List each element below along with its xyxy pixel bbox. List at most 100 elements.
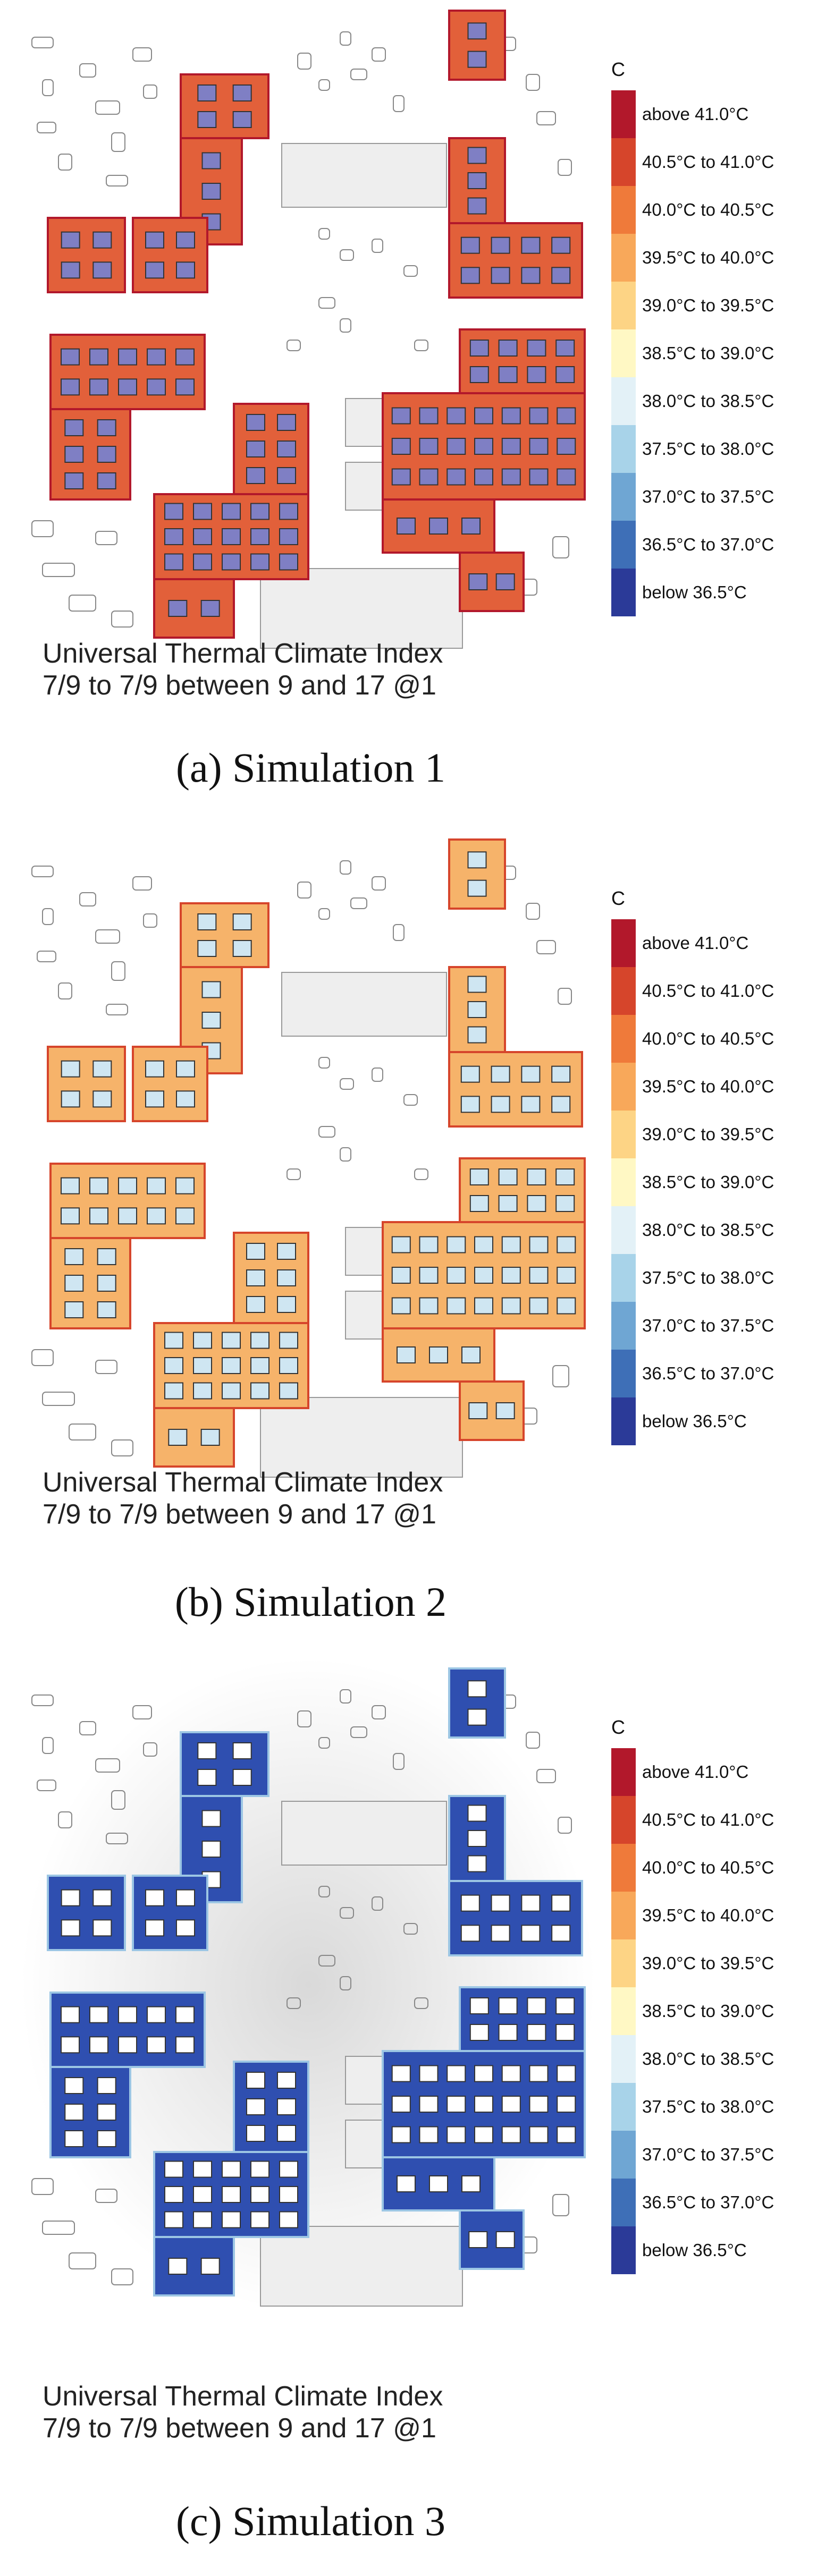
legend-label: below 36.5°C <box>642 582 747 602</box>
building-outline <box>536 111 556 125</box>
heat-block <box>459 1157 586 1223</box>
legend-label: 38.0°C to 38.5°C <box>642 391 774 411</box>
courtyard-cell <box>551 1096 571 1113</box>
courtyard-cell <box>501 2065 521 2082</box>
courtyard-cell <box>501 407 521 425</box>
courtyard-cell <box>61 261 80 279</box>
building-outline <box>297 882 311 899</box>
courtyard-cell <box>92 1889 112 1906</box>
courtyard-cell <box>61 1207 80 1225</box>
utci-map <box>31 838 586 1478</box>
heat-block <box>153 2236 235 2297</box>
courtyard-cell <box>175 2006 195 2023</box>
building-outline <box>552 536 569 558</box>
building-outline <box>37 122 56 133</box>
courtyard-cell <box>164 503 183 520</box>
courtyard-cell <box>118 1177 137 1194</box>
courtyard-cell <box>246 1243 265 1260</box>
plaza-building <box>260 568 463 649</box>
courtyard-cell <box>555 1997 575 2014</box>
courtyard-cell <box>222 1382 241 1400</box>
courtyard-cell <box>197 111 217 128</box>
courtyard-cell <box>147 2036 166 2054</box>
building-outline <box>350 69 367 80</box>
index-title-line-2: 7/9 to 7/9 between 9 and 17 @1 <box>43 670 436 701</box>
building-outline <box>143 1742 157 1757</box>
courtyard-cell <box>491 1925 510 1942</box>
index-title-line-1: Universal Thermal Climate Index <box>43 2381 443 2412</box>
legend-label: 39.0°C to 39.5°C <box>642 1953 774 1973</box>
building-outline <box>42 2221 75 2235</box>
heat-block <box>459 1986 586 2052</box>
building-outline <box>31 37 54 48</box>
courtyard-cell <box>64 1248 84 1265</box>
building-outline <box>143 913 157 928</box>
courtyard-cell <box>491 1065 510 1083</box>
courtyard-cell <box>474 2126 493 2143</box>
courtyard-cell <box>529 1267 549 1284</box>
courtyard-cell <box>277 2125 296 2142</box>
legend-swatch <box>611 1111 636 1158</box>
building-outline <box>31 520 54 537</box>
building-outline <box>31 1694 54 1706</box>
courtyard-cell <box>277 440 296 457</box>
courtyard-cell <box>168 600 188 617</box>
heat-block <box>47 1046 126 1122</box>
courtyard-cell <box>279 553 298 571</box>
legend-swatch <box>611 138 636 186</box>
courtyard-cell <box>391 1267 411 1284</box>
courtyard-cell <box>97 1275 116 1292</box>
courtyard-cell <box>557 438 576 455</box>
courtyard-cell <box>460 267 480 284</box>
legend-label: above 41.0°C <box>642 1762 749 1782</box>
legend-label: above 41.0°C <box>642 104 749 124</box>
building-outline <box>536 940 556 954</box>
building-outline <box>69 1423 96 1440</box>
courtyard-cell <box>557 407 576 425</box>
courtyard-cell <box>279 1357 298 1374</box>
building-outline <box>558 988 572 1005</box>
building-outline <box>318 1955 335 1967</box>
courtyard-cell <box>529 2065 549 2082</box>
building-outline <box>287 340 301 351</box>
plaza-building <box>345 1291 383 1340</box>
building-outline <box>95 100 120 115</box>
courtyard-cell <box>61 2036 80 2054</box>
courtyard-cell <box>246 440 265 457</box>
legend-unit: C <box>611 887 625 909</box>
legend-swatch <box>611 377 636 425</box>
courtyard-cell <box>61 348 80 366</box>
courtyard-cell <box>222 2160 241 2178</box>
legend-swatch <box>611 282 636 329</box>
courtyard-cell <box>200 2258 220 2275</box>
courtyard-cell <box>193 2211 212 2228</box>
courtyard-cell <box>164 528 183 545</box>
heat-block <box>448 1051 583 1128</box>
courtyard-cell <box>447 2065 466 2082</box>
courtyard-cell <box>145 1060 164 1078</box>
courtyard-cell <box>429 1346 448 1363</box>
courtyard-cell <box>147 2006 166 2023</box>
legend-swatch <box>611 186 636 234</box>
courtyard-cell <box>97 472 116 489</box>
heat-block <box>448 10 506 81</box>
courtyard-cell <box>419 438 439 455</box>
building-outline <box>558 159 572 176</box>
legend-swatch <box>611 329 636 377</box>
legend-label: 38.5°C to 39.0°C <box>642 343 774 363</box>
courtyard-cell <box>391 407 411 425</box>
legend-label: 39.0°C to 39.5°C <box>642 295 774 315</box>
building-outline <box>536 1769 556 1783</box>
courtyard-cell <box>277 414 296 431</box>
courtyard-cell <box>527 340 546 357</box>
courtyard-cell <box>529 2096 549 2113</box>
courtyard-cell <box>491 267 510 284</box>
legend-label: 39.5°C to 40.0°C <box>642 1077 774 1096</box>
courtyard-cell <box>92 231 112 249</box>
courtyard-cell <box>89 348 108 366</box>
courtyard-cell <box>201 1810 221 1827</box>
building-outline <box>318 228 330 240</box>
